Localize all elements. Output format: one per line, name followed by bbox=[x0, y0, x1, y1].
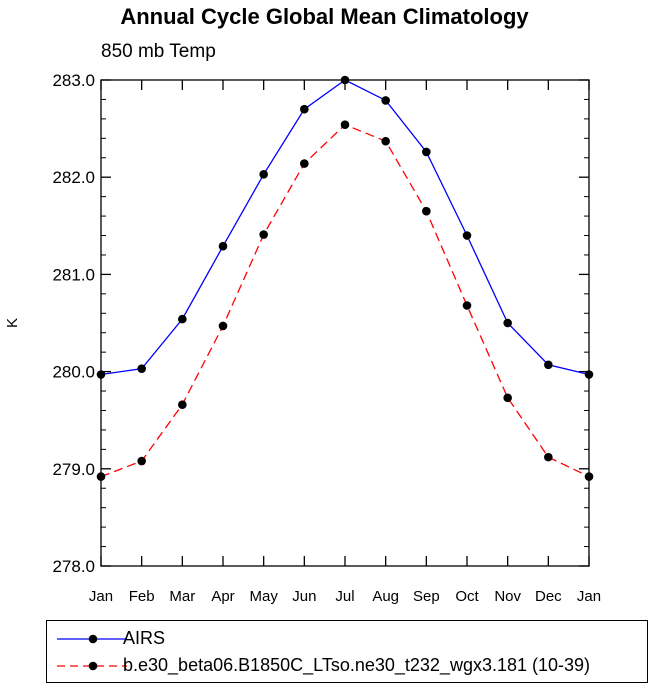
plot-frame bbox=[100, 79, 590, 567]
series-1-point bbox=[218, 321, 228, 331]
series-0-point bbox=[218, 241, 228, 251]
series-0-point bbox=[137, 364, 146, 373]
series-1-point bbox=[259, 230, 268, 239]
x-tick-label: Mar bbox=[169, 588, 195, 605]
x-tick-label: Apr bbox=[211, 588, 234, 605]
y-tick-label: 281.0 bbox=[52, 265, 95, 284]
x-tick-label: Feb bbox=[129, 588, 155, 605]
series-0-point bbox=[584, 370, 594, 379]
x-tick-label: Aug bbox=[372, 588, 399, 605]
series-1-point bbox=[462, 301, 472, 310]
y-tick-label: 280.0 bbox=[52, 363, 95, 382]
series-1-point bbox=[300, 159, 309, 168]
x-tick-label: Jun bbox=[292, 588, 316, 605]
series-1-point bbox=[137, 456, 146, 466]
series-0-point bbox=[422, 147, 431, 157]
series-0-point bbox=[544, 360, 553, 370]
x-tick-label: Jan bbox=[89, 588, 113, 605]
series-0-point bbox=[340, 75, 350, 85]
y-tick-label: 279.0 bbox=[52, 460, 95, 479]
x-tick-label: Oct bbox=[455, 588, 479, 605]
series-1-point bbox=[544, 452, 553, 462]
series-0-point bbox=[462, 231, 472, 240]
series-1-point bbox=[422, 206, 431, 216]
series-0-point bbox=[503, 318, 512, 328]
series-0-point bbox=[381, 96, 390, 105]
x-tick-label: May bbox=[249, 588, 278, 605]
y-tick-label: 282.0 bbox=[52, 168, 95, 187]
x-tick-label: Jul bbox=[335, 588, 354, 605]
series-1-point bbox=[340, 120, 350, 130]
x-tick-label: Dec bbox=[535, 588, 562, 605]
x-tick-label: Sep bbox=[413, 588, 440, 605]
series-1-point bbox=[96, 472, 106, 481]
legend-label-airs: AIRS bbox=[123, 628, 166, 648]
y-axis-label: K bbox=[4, 318, 21, 328]
series-0-point bbox=[96, 370, 106, 379]
line-chart: 278.0 279.0 280.0 281.0 282.0 283.0 Jan Feb Mar A… bbox=[4, 71, 601, 605]
chart-subtitle: 850 mb Temp bbox=[101, 41, 216, 62]
chart-title: Annual Cycle Global Mean Climatology bbox=[120, 4, 529, 29]
series-0-point bbox=[300, 104, 309, 114]
legend-item-airs: AIRS bbox=[47, 625, 647, 653]
x-tick-label: Jan bbox=[577, 588, 601, 605]
x-tick-label: Nov bbox=[494, 588, 521, 605]
legend-label-model: b.e30_beta06.B1850C_LTso.ne30_t232_wgx3.… bbox=[123, 655, 591, 675]
y-tick-label: 283.0 bbox=[52, 71, 95, 90]
series-0-point bbox=[259, 169, 268, 179]
series-1-point bbox=[178, 400, 187, 409]
series-1-point bbox=[584, 472, 594, 481]
series-1-point bbox=[503, 393, 512, 403]
series-0-point bbox=[178, 314, 187, 324]
y-tick-label: 278.0 bbox=[52, 557, 95, 576]
series-line-1 bbox=[100, 123, 590, 478]
series-1-point bbox=[381, 136, 390, 146]
legend-item-model: b.e30_beta06.B1850C_LTso.ne30_t232_wgx3.… bbox=[47, 652, 647, 680]
legend-swatch-model bbox=[57, 661, 127, 671]
legend-swatch-airs bbox=[57, 634, 127, 644]
chart-legend: AIRS b.e30_beta06.B1850C_LTso.ne30_t232_… bbox=[46, 620, 648, 683]
